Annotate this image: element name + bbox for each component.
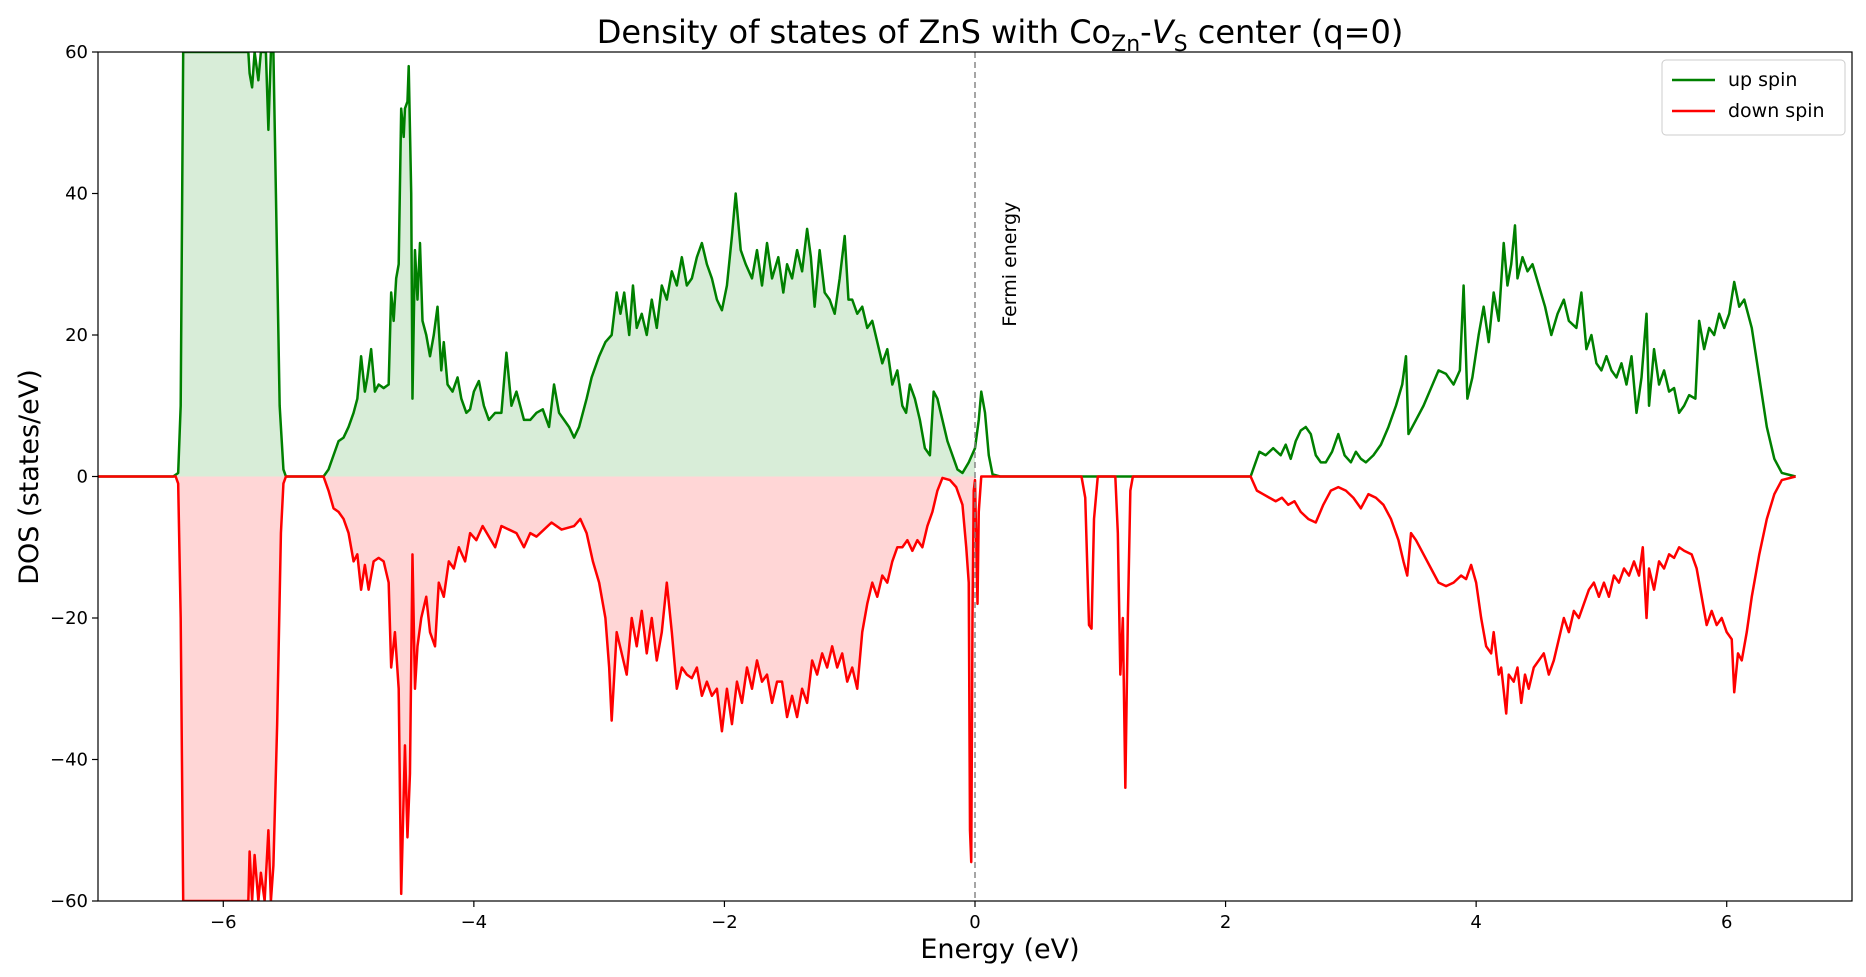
y-tick-label: −20 — [50, 608, 88, 629]
y-tick-label: −40 — [50, 750, 88, 771]
y-tick-label: −60 — [50, 891, 88, 912]
title-main: Density of states of ZnS with Co — [597, 13, 1111, 51]
title-sub-s: S — [1174, 32, 1188, 57]
legend-label-up-spin: up spin — [1728, 69, 1797, 91]
x-tick-label: −6 — [210, 912, 237, 933]
y-tick-label: 20 — [65, 325, 88, 346]
fill-area-series-0 — [98, 52, 975, 477]
legend: up spin down spin — [1661, 59, 1846, 136]
x-axis-label: Energy (eV) — [920, 934, 1079, 965]
y-tick-label: 60 — [65, 42, 88, 63]
x-tick-label: −2 — [711, 912, 738, 933]
y-tick-label: 0 — [77, 467, 88, 488]
series-line-1 — [98, 475, 1796, 901]
x-tick-label: 2 — [1220, 912, 1231, 933]
legend-label-down-spin: down spin — [1728, 100, 1825, 122]
x-tick-label: 4 — [1470, 912, 1481, 933]
series-line-0 — [98, 52, 1796, 478]
fermi-energy-annotation: Fermi energy — [999, 202, 1021, 327]
title-v: V — [1152, 13, 1176, 51]
title-tail: center (q=0) — [1188, 13, 1404, 51]
title-sub-zn: Zn — [1111, 32, 1140, 57]
x-tick-label: 0 — [969, 912, 980, 933]
x-tick-label: 6 — [1721, 912, 1732, 933]
fill-area-series-1 — [98, 476, 975, 901]
title-dash: - — [1140, 13, 1152, 51]
y-axis-label: DOS (states/eV) — [14, 369, 45, 584]
y-tick-label: 40 — [65, 184, 88, 205]
x-tick-label: −4 — [461, 912, 488, 933]
chart-title: Density of states of ZnS with CoZn-VS ce… — [597, 13, 1404, 57]
plot-area: Fermi energy — [98, 52, 1796, 901]
